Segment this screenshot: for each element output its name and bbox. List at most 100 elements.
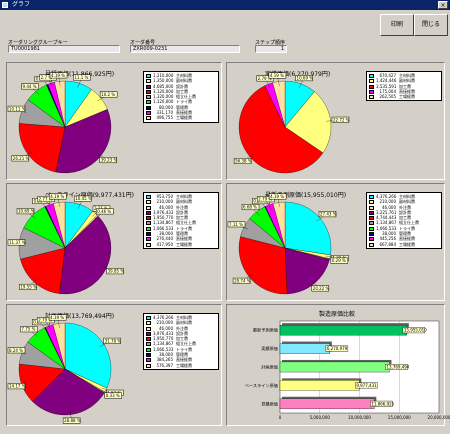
legend-label: 設計費 — [176, 209, 188, 215]
legend-label: 設計費 — [176, 330, 188, 336]
legend-entry: 46,000 外注費 — [146, 326, 216, 331]
legend-swatch — [146, 200, 151, 205]
slice-percent-label: 10.11 % — [7, 105, 27, 113]
legend-label: 工場経費 — [399, 94, 415, 100]
legend-value: 46,000 — [159, 204, 173, 210]
svg-text:0.46 %: 0.46 % — [97, 209, 111, 214]
legend-value: 1,424,446 — [376, 78, 397, 84]
bar — [279, 380, 360, 391]
ordering-group-key-label: オーダリンググループキー — [8, 40, 68, 46]
svg-text:11.37 %: 11.37 % — [9, 240, 26, 245]
legend-value: 46,000 — [382, 204, 396, 210]
legend-value: 417,950 — [156, 241, 173, 247]
legend-entry: 46,000 外注費 — [146, 205, 216, 210]
legend-value: 38,000 — [382, 231, 396, 237]
legend-value: 1,066,533 — [376, 225, 397, 231]
svg-text:39.23 %: 39.23 % — [101, 158, 118, 163]
legend-entry: 1,320,000 組立仕上費 — [146, 94, 216, 100]
legend-entry: 1,210,000 主材料費 — [146, 73, 216, 78]
legend-label: 主材料費 — [399, 73, 415, 78]
pie-chart-panel: 計画原価(13,769,494円) 4,376,266 主材料費 210,000 副材料… — [6, 304, 222, 426]
svg-text:56.38 %: 56.38 % — [235, 159, 252, 164]
legend-label: 主材料費 — [399, 194, 415, 199]
slice-percent-label: 7.75 % — [20, 326, 39, 338]
pie-slice — [284, 91, 332, 154]
legend-entry: 670,427 主材料費 — [369, 73, 439, 78]
svg-text:39.85 %: 39.85 % — [108, 269, 125, 274]
legend-value: 953,750 — [156, 194, 173, 199]
x-tick-label: 5,000,000 — [310, 415, 331, 420]
bar-chart-title: 製造原価比較 — [319, 311, 356, 318]
status-bar — [2, 429, 448, 433]
legend-swatch — [146, 342, 151, 347]
pie-chart: 10.45 %2.11 %0.46 %39.85 %19.55 %11.37 %… — [7, 193, 125, 295]
bar — [279, 361, 390, 373]
legend-label: 組立仕上費 — [176, 341, 196, 347]
pie-slice — [59, 215, 112, 295]
legend-value: 3,976,433 — [153, 209, 174, 215]
svg-text:10.11 %: 10.11 % — [9, 106, 26, 111]
legend-entry: 262,505 工場経費 — [369, 94, 439, 100]
legend-value: 1,134,867 — [376, 220, 397, 226]
legend-value: 670,427 — [379, 73, 396, 78]
pie-chart-panel: ベースライン原価(9,977,431円) 953,750 主材料費 210,000 副材… — [6, 183, 222, 301]
legend-swatch — [369, 195, 374, 199]
legend-entry: 1,350,000 副材料費 — [146, 78, 216, 84]
svg-text:4.19 %: 4.19 % — [270, 194, 284, 199]
legend-swatch — [369, 205, 374, 210]
bar — [279, 324, 407, 336]
window-title: グラフ — [12, 1, 31, 8]
pie-slice — [284, 247, 330, 295]
legend-value: 4,685,000 — [153, 83, 174, 89]
legend-swatch — [369, 221, 374, 226]
legend-value: 3,225,761 — [376, 209, 397, 215]
legend-swatch — [146, 242, 151, 247]
order-no-label: オーダ番号 — [130, 40, 156, 46]
legend-swatch — [146, 221, 151, 226]
x-tick-label: 0 — [279, 415, 282, 420]
slice-percent-label: 31.78 % — [99, 337, 121, 347]
svg-text:7.75 %: 7.75 % — [21, 327, 35, 332]
close-button[interactable]: 閉じる — [414, 14, 448, 36]
legend-label: トライ費 — [176, 99, 192, 105]
slice-percent-label: 8.24 % — [7, 347, 27, 355]
legend-label: 主材料費 — [176, 315, 192, 320]
legend-label: 副材料費 — [176, 78, 192, 84]
legend-swatch — [146, 95, 151, 100]
legend-entry: 417,950 工場経費 — [146, 242, 216, 247]
legend-swatch — [146, 237, 151, 242]
svg-text:4.19 %: 4.19 % — [270, 73, 284, 78]
legend-value: 1,950,770 — [153, 215, 174, 221]
legend-value: 1,950,770 — [153, 336, 174, 342]
legend-swatch — [369, 216, 374, 221]
svg-text:29.74 %: 29.74 % — [234, 278, 251, 283]
legend-label: 外注費 — [399, 204, 411, 210]
pie-chart: 11.1 %10.2 %39.23 %26.21 %10.11 %9.44 %0… — [7, 72, 118, 174]
pie-chart: 10.69 % 22.72 % 56.38 % 2.79 %4.19 % — [233, 72, 350, 174]
legend-swatch — [146, 316, 151, 320]
legend-label: 直接経費 — [176, 357, 192, 363]
close-window-button[interactable]: × — [438, 1, 448, 9]
legend-value: 38,000 — [159, 352, 173, 358]
slice-percent-label: 0.46 % — [94, 208, 114, 219]
bar-value-label: 13,769,494 — [386, 365, 409, 370]
category-label: 実績原価 — [261, 345, 278, 352]
legend-label: 主材料費 — [176, 194, 192, 199]
slice-percent-label: 20.22 % — [310, 280, 330, 292]
svg-text:14.17 %: 14.17 % — [9, 384, 26, 389]
legend-entry: 46,000 外注費 — [369, 205, 439, 210]
slice-percent-label: 10.69 % — [16, 208, 36, 219]
slice-percent-label: 4.19 % — [268, 72, 287, 87]
svg-text:10.45 %: 10.45 % — [75, 196, 92, 201]
legend-entry: 3,976,433 設計費 — [146, 331, 216, 336]
pie-slice — [272, 201, 286, 249]
pie-legend: 4,376,266 主材料費 210,000 副材料費 46,000 外注費 3,976,4… — [143, 313, 219, 370]
legend-entry: 210,000 副材料費 — [369, 199, 439, 205]
svg-text:2.79 %: 2.79 % — [38, 318, 52, 323]
bar-chart-panel: 製造原価比較 0 5,000,000 10,000,000 15,000,000 20,… — [226, 304, 450, 426]
pie-slice — [53, 201, 66, 249]
legend-entry: 384,265 直接経費 — [146, 357, 216, 363]
print-button[interactable]: 印刷 — [380, 14, 414, 36]
slice-percent-label: 10.69 % — [295, 75, 313, 89]
legend-label: 加工費 — [176, 88, 188, 94]
